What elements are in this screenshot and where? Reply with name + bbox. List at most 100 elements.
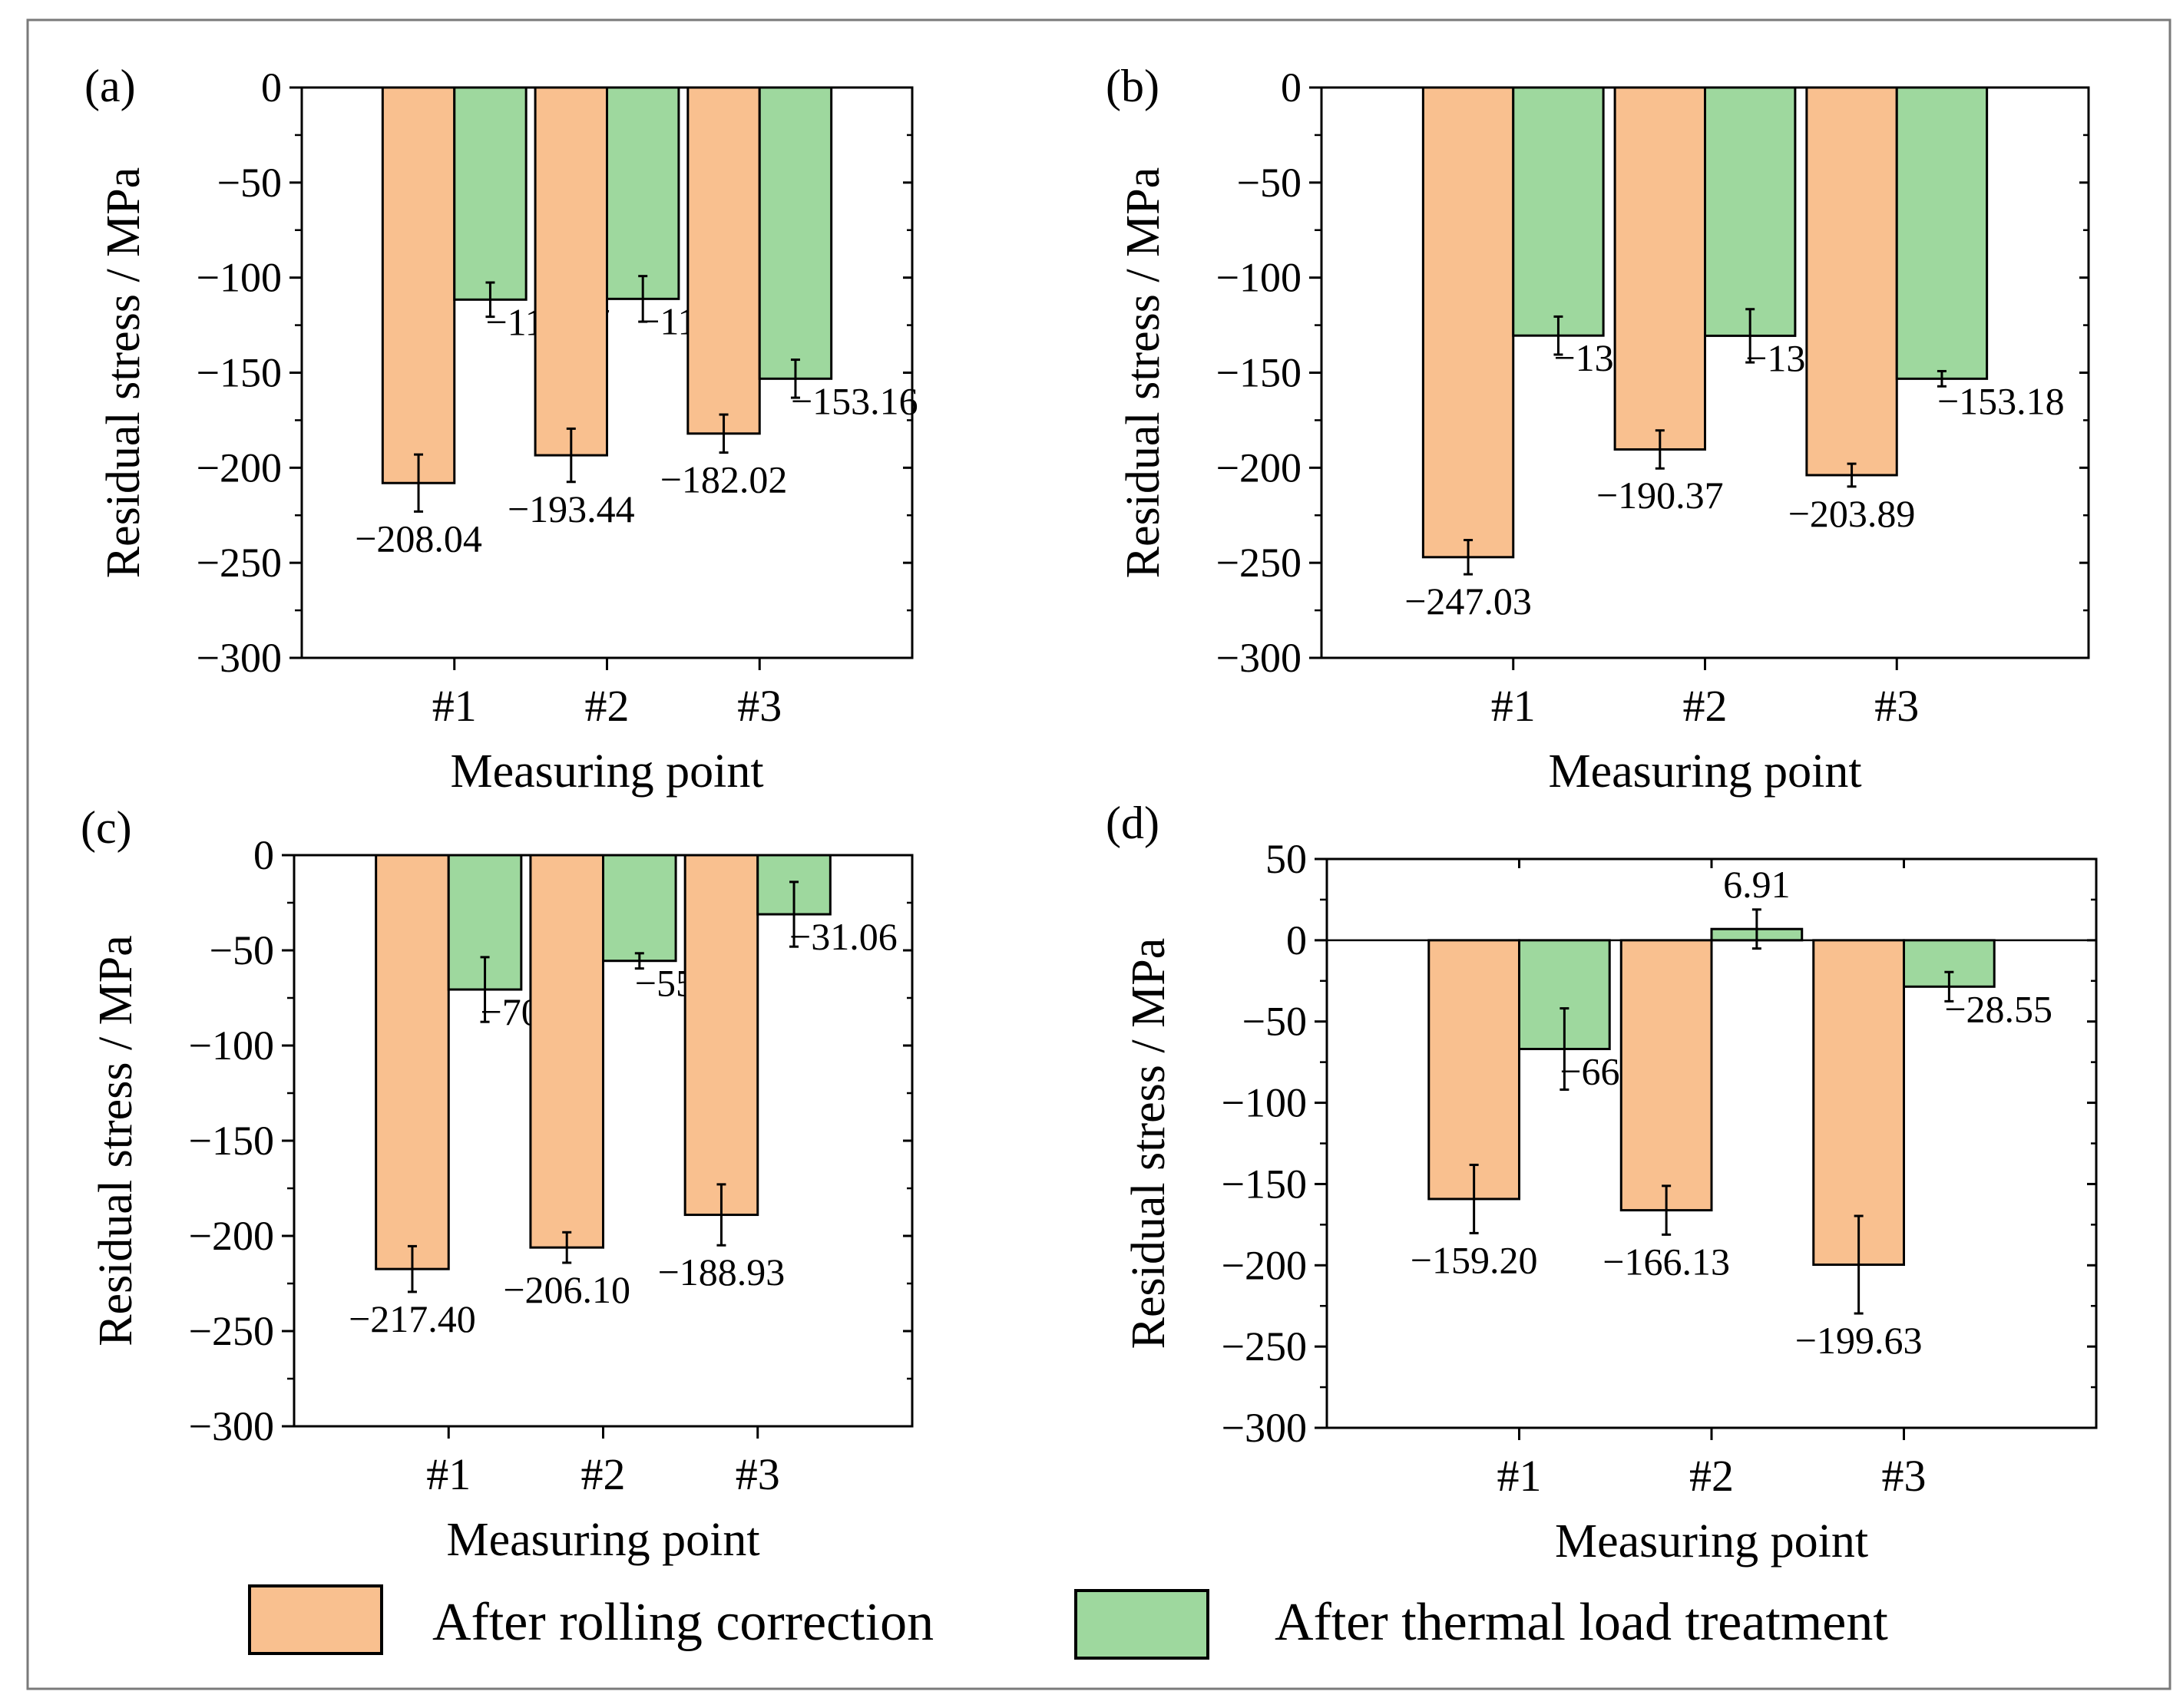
y-tick-label: −100 [189,1022,274,1069]
y-tick-label: −250 [1222,1323,1307,1369]
y-tick-label: −150 [1216,350,1302,396]
legend-label-rolling: After rolling correction [432,1593,934,1652]
data-label: −247.03 [1404,580,1532,623]
y-tick-label: 0 [1286,917,1307,963]
chart-panel-2: 0−50−100−150−200−250−300#1−247.03−130.49… [1106,61,2090,798]
data-label: −199.63 [1795,1319,1923,1362]
y-tick-label: −100 [1216,255,1302,301]
bar [602,854,677,963]
x-tick-label: #2 [585,681,630,731]
bar [1421,86,1515,559]
y-axis-label: Residual stress / MPa [98,167,150,579]
x-tick-label: #1 [426,1449,471,1499]
x-tick-label: #1 [1491,681,1536,731]
data-label: −153.16 [791,379,918,422]
bar [1895,86,1989,380]
bar [529,854,604,1249]
bar [1512,86,1605,337]
bar [375,854,450,1270]
y-tick-label: 50 [1265,836,1307,882]
y-tick-label: −200 [189,1213,274,1259]
data-label: −203.89 [1788,492,1916,535]
y-tick-label: −50 [217,160,282,206]
bar [1805,86,1898,477]
x-tick-label: #2 [1683,681,1728,731]
chart-panels: 0−50−100−150−200−250−300#1−208.04−111.57… [81,61,2098,1568]
x-axis-label: Measuring point [1548,745,1861,798]
data-label: −190.37 [1596,474,1724,517]
x-tick-label: #3 [736,1449,780,1499]
x-tick-label: #2 [581,1449,626,1499]
y-tick-label: −50 [210,927,274,973]
x-tick-label: #2 [1689,1451,1734,1501]
y-tick-label: −150 [197,350,282,396]
y-tick-label: −50 [1242,999,1307,1045]
y-tick-label: −150 [189,1118,274,1164]
bar [381,86,456,484]
y-tick-label: −50 [1237,160,1302,206]
data-label: −166.13 [1603,1240,1730,1283]
panel-label: (b) [1106,61,1159,111]
x-tick-label: #3 [1874,681,1919,731]
panel-label: (c) [81,802,132,853]
y-tick-label: −200 [1222,1242,1307,1288]
bar [758,86,833,380]
y-tick-label: 0 [1281,64,1302,111]
data-label: 6.91 [1723,863,1791,906]
bar [1704,86,1797,337]
y-axis-label: Residual stress / MPa [1123,938,1175,1350]
bar [683,854,759,1217]
y-axis-label: Residual stress / MPa [1117,167,1169,579]
y-tick-label: −250 [197,540,282,586]
y-tick-label: −100 [197,255,282,301]
x-tick-label: #3 [737,681,782,731]
y-tick-label: 0 [261,64,282,111]
x-axis-label: Measuring point [450,745,763,798]
bar [686,86,761,435]
bar [1812,939,1905,1267]
data-label: −28.55 [1944,987,2052,1030]
y-tick-label: −250 [189,1308,274,1354]
y-tick-label: −200 [197,444,282,491]
x-tick-label: #1 [432,681,477,731]
y-tick-label: −300 [1216,635,1302,681]
x-tick-label: #3 [1882,1451,1927,1501]
y-tick-label: −300 [1222,1405,1307,1451]
data-label: −206.10 [503,1268,630,1311]
data-label: −153.18 [1937,379,2065,422]
panel-label: (a) [84,61,136,111]
bar [1619,939,1713,1212]
y-tick-label: −100 [1222,1080,1307,1126]
chart-panel-4: 500−50−100−150−200−250−300#1−159.20−66.9… [1106,798,2098,1568]
y-axis-label: Residual stress / MPa [90,935,142,1346]
x-axis-label: Measuring point [446,1514,759,1566]
data-label: −217.40 [349,1297,476,1340]
bar [1613,86,1706,451]
chart-panel-1: 0−50−100−150−200−250−300#1−208.04−111.57… [84,61,918,798]
legend-label-thermal: After thermal load treatment [1275,1593,1888,1652]
x-tick-label: #1 [1497,1451,1542,1501]
data-label: −182.02 [660,458,788,501]
data-label: −188.93 [658,1250,786,1293]
data-label: −31.06 [789,915,898,958]
data-label: −208.04 [355,517,482,560]
chart-panel-3: 0−50−100−150−200−250−300#1−217.40−70.58#… [81,802,914,1566]
legend-swatch-rolling [248,1584,383,1655]
bar [1427,939,1521,1201]
data-label: −159.20 [1411,1238,1538,1281]
y-tick-label: −300 [197,635,282,681]
y-tick-label: −300 [189,1403,274,1449]
bar [453,86,528,301]
bar [534,86,609,457]
data-label: −193.44 [508,487,635,530]
y-tick-label: 0 [253,832,274,878]
legend: After rolling correction After thermal l… [248,1584,1888,1660]
y-tick-label: −250 [1216,540,1302,586]
panel-label: (d) [1106,798,1159,848]
bar [606,86,680,300]
y-tick-label: −200 [1216,444,1302,491]
x-axis-label: Measuring point [1555,1515,1868,1568]
legend-swatch-thermal [1074,1589,1209,1660]
y-tick-label: −150 [1222,1161,1307,1207]
